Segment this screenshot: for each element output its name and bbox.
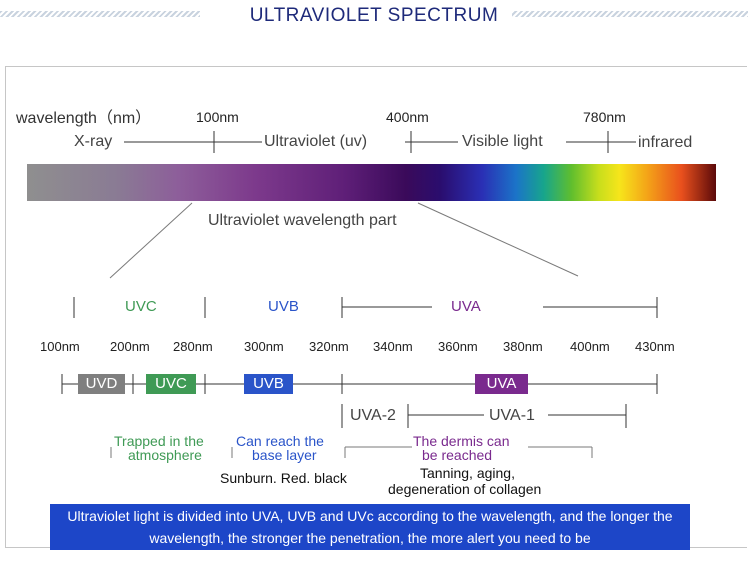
region-label-infrared: infrared [638, 134, 693, 151]
uv-tick-300nm: 300nm [244, 339, 284, 354]
electromagnetic-spectrum-bar [27, 164, 716, 201]
uv-tick-400nm: 400nm [570, 339, 610, 354]
zoom-line-right [417, 202, 579, 277]
note-uva-line2: be reached [422, 447, 493, 463]
effect-uva-line1: Tanning, aging, [420, 465, 515, 481]
header-decoration-right [498, 11, 748, 17]
uv-tick-320nm: 320nm [309, 339, 349, 354]
spectrum-tick-label-100nm: 100nm [196, 109, 239, 125]
uv-tick-280nm: 280nm [173, 339, 213, 354]
subband-label-uva1: UVA-1 [489, 407, 535, 424]
note-uva-line1: The dermis can [413, 433, 510, 449]
wavelength-axis-label: wavelength（nm） [16, 110, 152, 127]
note-uvb-line2: base layer [252, 447, 317, 463]
effect-uvb: Sunburn. Red. black [220, 470, 347, 486]
band-box-uvd: UVD [78, 374, 125, 394]
uv-tick-380nm: 380nm [503, 339, 543, 354]
uv-tick-360nm: 360nm [438, 339, 478, 354]
header-decoration-left [0, 11, 200, 17]
uv-tick-430nm: 430nm [635, 339, 675, 354]
band-label-uva: UVA [451, 298, 481, 315]
region-label-visible-light: Visible light [462, 133, 543, 150]
uv-tick-200nm: 200nm [110, 339, 150, 354]
uv-part-caption: Ultraviolet wavelength part [208, 212, 397, 229]
page-title: ULTRAVIOLET SPECTRUM [0, 4, 748, 28]
uv-tick-340nm: 340nm [373, 339, 413, 354]
zoom-line-left [109, 202, 193, 279]
effect-uva-line2: degeneration of collagen [388, 481, 542, 497]
band-box-uvb: UVB [244, 374, 293, 394]
region-label-ultraviolet: Ultraviolet (uv) [264, 133, 368, 150]
spectrum-tick-label-400nm: 400nm [386, 109, 429, 125]
note-uvb-line1: Can reach the [236, 433, 324, 449]
band-box-uva: UVA [475, 374, 528, 394]
summary-banner: Ultraviolet light is divided into UVA, U… [50, 504, 690, 550]
band-label-uvb: UVB [268, 298, 299, 315]
uv-tick-100nm: 100nm [40, 339, 80, 354]
region-label-xray: X-ray [74, 133, 113, 150]
band-box-uvc: UVC [146, 374, 196, 394]
note-uvc-line1: Trapped in the [114, 433, 204, 449]
band-label-uvc: UVC [125, 298, 157, 315]
note-uvc-line2: atmosphere [128, 447, 202, 463]
spectrum-tick-label-780nm: 780nm [583, 109, 626, 125]
subband-label-uva2: UVA-2 [350, 407, 396, 424]
